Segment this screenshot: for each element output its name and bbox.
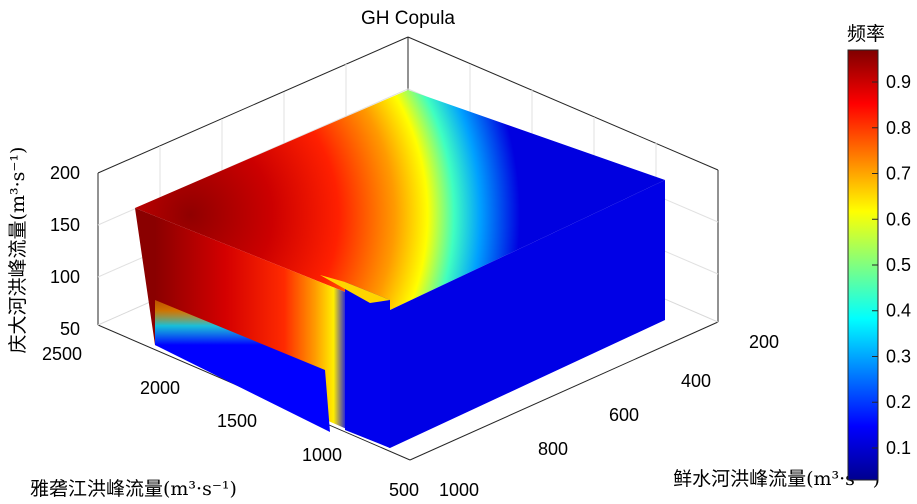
colorbar-label: 频率	[847, 23, 885, 45]
y-axis-label: 雅砻江洪峰流量(m³·s⁻¹)	[30, 478, 237, 500]
y-tick-label: 2500	[42, 344, 82, 364]
colorbar-tick-label: 0.9	[886, 72, 911, 92]
surface-right-face	[390, 180, 665, 448]
z-tick-label: 200	[50, 163, 80, 183]
surface-top	[135, 90, 665, 310]
x-tick-label: 800	[538, 439, 568, 459]
surface-left-bottom	[155, 300, 330, 432]
colorbar-tick-label: 0.2	[886, 392, 911, 412]
chart-title: GH Copula	[361, 8, 455, 29]
surface-notch-block	[345, 282, 390, 448]
x-axis-label: 鲜水河洪峰流量(m³·s⁻¹)	[673, 468, 880, 490]
back-edge-top-right	[407, 36, 719, 171]
colorbar-ticks: 0.1 0.2 0.3 0.4 0.5 0.6 0.7 0.8 0.9	[872, 72, 911, 458]
floor-right-edge	[409, 321, 719, 461]
x-axis-ticks: 200 400 600 800 1000	[439, 332, 779, 500]
colorbar-tick-label: 0.6	[886, 209, 911, 229]
x-tick-label: 200	[749, 332, 779, 352]
z-axis-ticks: 200 150 100 50	[50, 163, 80, 339]
colorbar: 频率 0.1 0.2 0.3 0.4 0.5 0.6 0.7 0.8 0.9	[847, 23, 911, 481]
x-tick-label: 1000	[439, 480, 479, 500]
z-tick-label: 50	[60, 319, 80, 339]
colorbar-tick-label: 0.5	[886, 255, 911, 275]
colorbar-tick-label: 0.8	[886, 118, 911, 138]
y-tick-label: 1500	[217, 411, 257, 431]
surface-plot	[135, 90, 665, 448]
x-tick-label: 600	[609, 405, 639, 425]
y-axis-ticks: 2500 2000 1500 1000 500	[42, 344, 419, 500]
y-tick-label: 500	[389, 480, 419, 500]
colorbar-tick-label: 0.4	[886, 301, 911, 321]
z-tick-label: 150	[50, 215, 80, 235]
y-tick-label: 2000	[140, 378, 180, 398]
surface-notch-top	[320, 275, 390, 303]
colorbar-tick-label: 0.1	[886, 438, 911, 458]
z-axis-label: 庆大河洪峰流量(m³·s⁻¹)	[7, 147, 29, 354]
z-tick-label: 100	[50, 267, 80, 287]
back-edge-top-left	[97, 36, 409, 174]
y-tick-label: 1000	[302, 445, 342, 465]
x-tick-label: 400	[681, 371, 711, 391]
colorbar-tick-label: 0.7	[886, 164, 911, 184]
colorbar-tick-label: 0.3	[886, 346, 911, 366]
